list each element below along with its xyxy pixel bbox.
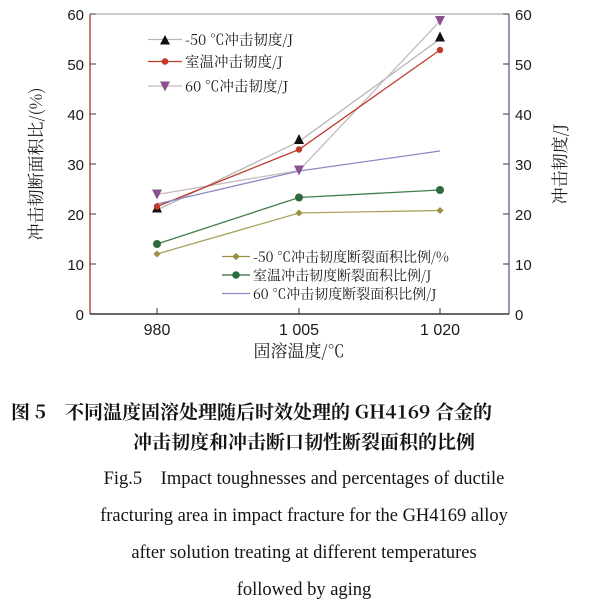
svg-text:室温冲击韧度断裂面积比例/J: 室温冲击韧度断裂面积比例/J [253, 266, 432, 286]
svg-text:0: 0 [76, 307, 84, 324]
svg-text:980: 980 [144, 322, 171, 339]
svg-text:40: 40 [515, 107, 532, 124]
svg-text:20: 20 [67, 207, 84, 224]
svg-text:after solution treating at dif: after solution treating at different tem… [131, 543, 476, 563]
svg-text:20: 20 [515, 207, 532, 224]
svg-text:50: 50 [515, 57, 532, 74]
svg-text:0: 0 [515, 307, 523, 324]
svg-text:followed by aging: followed by aging [237, 580, 372, 600]
svg-text:Fig.5 Impact toughnesses and p: Fig.5 Impact toughnesses and percentages… [104, 469, 505, 489]
svg-text:40: 40 [67, 107, 84, 124]
svg-text:室温冲击韧度/J: 室温冲击韧度/J [185, 51, 283, 72]
svg-text:60 ℃冲击韧度断裂面积比例/J: 60 ℃冲击韧度断裂面积比例/J [253, 284, 437, 304]
svg-text:60: 60 [515, 7, 532, 24]
svg-text:冲击韧度/J: 冲击韧度/J [546, 123, 571, 204]
svg-text:30: 30 [515, 157, 532, 174]
svg-text:10: 10 [67, 257, 84, 274]
svg-text:60: 60 [67, 7, 84, 24]
svg-text:50: 50 [67, 57, 84, 74]
svg-text:60 ℃冲击韧度/J: 60 ℃冲击韧度/J [185, 76, 288, 97]
svg-text:冲击韧度和冲击断口韧性断裂面积的比例: 冲击韧度和冲击断口韧性断裂面积的比例 [133, 428, 475, 455]
svg-text:冲击韧断面积比/(%): 冲击韧断面积比/(%) [22, 87, 47, 240]
svg-text:10: 10 [515, 257, 532, 274]
svg-text:图 5 不同温度固溶处理随后时效处理的 GH4169 合金的: 图 5 不同温度固溶处理随后时效处理的 GH4169 合金的 [11, 398, 492, 425]
svg-text:1 020: 1 020 [420, 322, 460, 339]
svg-text:-50 ℃冲击韧度断裂面积比例/%: -50 ℃冲击韧度断裂面积比例/% [253, 247, 449, 267]
svg-text:fracturing area in impact frac: fracturing area in impact fracture for t… [100, 506, 509, 526]
svg-text:-50 ℃冲击韧度/J: -50 ℃冲击韧度/J [185, 29, 293, 50]
svg-text:固溶温度/℃: 固溶温度/℃ [254, 337, 345, 362]
svg-text:30: 30 [67, 157, 84, 174]
